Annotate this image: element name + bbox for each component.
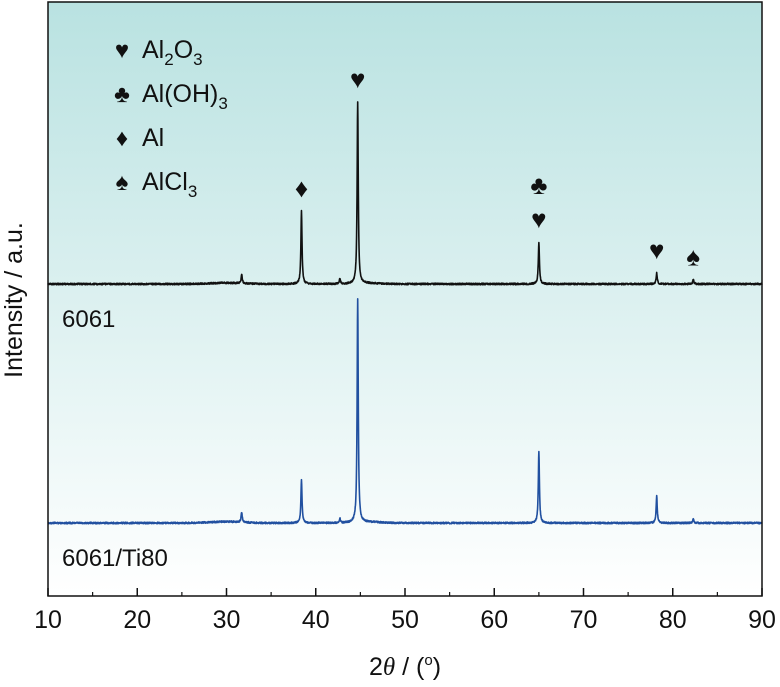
peak-marker: ♦ <box>295 173 308 203</box>
x-tick-label: 60 <box>480 606 508 634</box>
series-line <box>47 298 763 525</box>
x-tick-label: 80 <box>659 606 687 634</box>
x-tick-label: 70 <box>570 606 598 634</box>
x-axis-label-theta: θ <box>383 654 395 681</box>
x-tick-label: 50 <box>391 606 419 634</box>
peak-marker: ♥ <box>350 64 365 94</box>
legend-symbol: ♠ <box>116 169 129 196</box>
x-tick-label: 40 <box>302 606 330 634</box>
x-tick-label: 10 <box>34 606 62 634</box>
peak-marker: ♣ <box>530 170 547 200</box>
peak-marker: ♥ <box>531 204 546 234</box>
legend-label: AlCl3 <box>142 168 197 201</box>
legend-label: Al <box>142 124 164 152</box>
x-axis-label-unit: / ( <box>395 653 425 681</box>
legend-symbol: ♣ <box>114 81 130 108</box>
legend-symbol: ♥ <box>115 37 129 64</box>
peak-marker: ♠ <box>686 241 700 271</box>
peak-annotations: ♦ ♥ ♣ ♥ ♥ ♠ <box>295 64 700 271</box>
legend-label: Al2O3 <box>142 36 203 69</box>
legend: ♥ Al2O3 ♣ Al(OH)3 ♦ Al ♠ AlCl3 <box>114 36 228 201</box>
x-axis: 10 20 30 40 50 60 70 80 90 <box>34 588 776 634</box>
x-axis-label: 2θ / (o) <box>369 652 441 681</box>
peak-marker: ♥ <box>649 235 664 265</box>
series-line <box>47 101 763 286</box>
y-axis-label: Intensity / a.u. <box>0 222 28 378</box>
legend-label: Al(OH)3 <box>142 80 228 113</box>
x-tick-label: 30 <box>213 606 241 634</box>
x-tick-label: 20 <box>123 606 151 634</box>
plot-background <box>48 2 762 596</box>
series-layer <box>47 101 763 525</box>
x-tick-label: 90 <box>748 606 776 634</box>
x-axis-label-close: ) <box>433 653 441 681</box>
legend-symbol: ♦ <box>116 125 128 152</box>
x-axis-label-degree: o <box>424 652 432 669</box>
series-label-6061: 6061 <box>62 306 115 333</box>
series-label-6061-ti80: 6061/Ti80 <box>62 545 168 572</box>
x-axis-label-prefix: 2 <box>369 653 383 681</box>
